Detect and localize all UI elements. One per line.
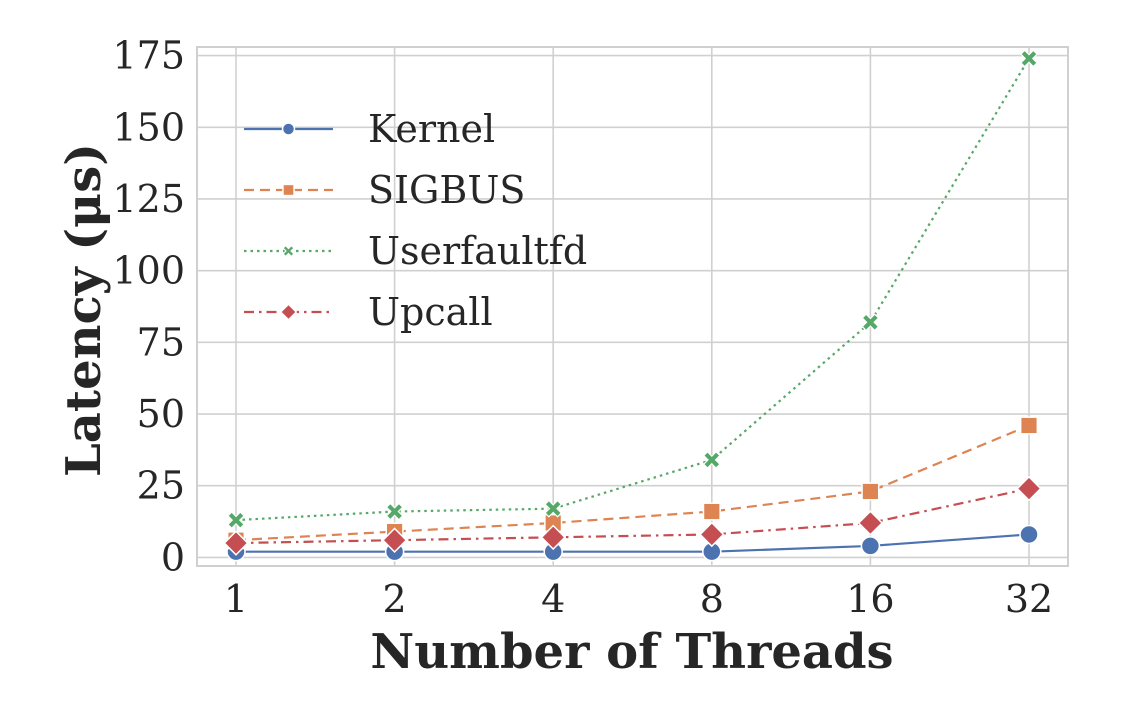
data-point <box>702 450 721 469</box>
data-point <box>223 530 249 556</box>
data-point <box>861 313 880 332</box>
data-point <box>540 524 566 551</box>
data-point <box>699 521 725 548</box>
legend-item: Upcall <box>244 290 493 334</box>
data-point <box>227 511 245 530</box>
data-point <box>385 502 404 521</box>
series-sigbus <box>226 416 1039 550</box>
x-tick-label: 32 <box>1005 577 1053 621</box>
y-tick-label: 100 <box>112 249 185 293</box>
data-point <box>1019 524 1039 545</box>
data-point <box>861 482 880 501</box>
y-axis-title: Latency (μs) <box>56 143 112 477</box>
series-line <box>235 487 1030 545</box>
legend-label: Upcall <box>368 290 493 334</box>
legend-marker <box>281 122 296 136</box>
series-userfaultfd <box>227 49 1038 530</box>
legend-marker <box>282 183 295 197</box>
series-line <box>235 424 1030 542</box>
legend-label: Kernel <box>368 107 495 151</box>
series-line <box>236 533 1030 553</box>
legend-item: Userfaultfd <box>244 229 587 273</box>
series-layer <box>223 49 1042 562</box>
legend: Kernel SIGBUS Userfaultfd Upcall <box>244 107 587 334</box>
plot-frame <box>196 46 1069 567</box>
series-upcall <box>223 475 1042 556</box>
series-line <box>235 57 1030 522</box>
data-point <box>1020 49 1038 68</box>
y-tick-label: 50 <box>137 392 185 436</box>
legend-item: Kernel <box>244 107 495 151</box>
series-kernel <box>226 524 1039 562</box>
data-point <box>857 510 884 536</box>
legend-marker <box>282 244 295 258</box>
data-point <box>702 502 721 521</box>
x-tick-label: 4 <box>541 577 565 621</box>
legend-label: Userfaultfd <box>368 229 587 273</box>
x-tick-label: 16 <box>846 577 894 621</box>
y-tick-label: 150 <box>112 105 185 149</box>
x-axis-title: Number of Threads <box>370 624 893 680</box>
y-tick-label: 125 <box>112 177 185 221</box>
y-tick-label: 25 <box>137 464 185 508</box>
y-tick-label: 0 <box>161 535 185 579</box>
x-tick-label: 1 <box>224 577 248 621</box>
grid <box>197 47 1068 566</box>
x-tick-label: 8 <box>700 577 724 621</box>
legend-marker <box>279 303 298 321</box>
x-tick-label: 2 <box>383 577 407 621</box>
data-point <box>860 536 881 556</box>
tick-labels: 0 25 50 75 100 125 150 175 1 2 4 8 16 32 <box>112 34 1053 621</box>
y-tick-label: 175 <box>112 34 185 78</box>
legend-label: SIGBUS <box>368 168 525 212</box>
y-tick-label: 75 <box>137 320 185 364</box>
data-point <box>1019 416 1039 435</box>
data-point <box>381 527 408 553</box>
data-point <box>544 499 563 518</box>
data-point <box>1016 475 1042 502</box>
legend-item: SIGBUS <box>244 168 525 212</box>
